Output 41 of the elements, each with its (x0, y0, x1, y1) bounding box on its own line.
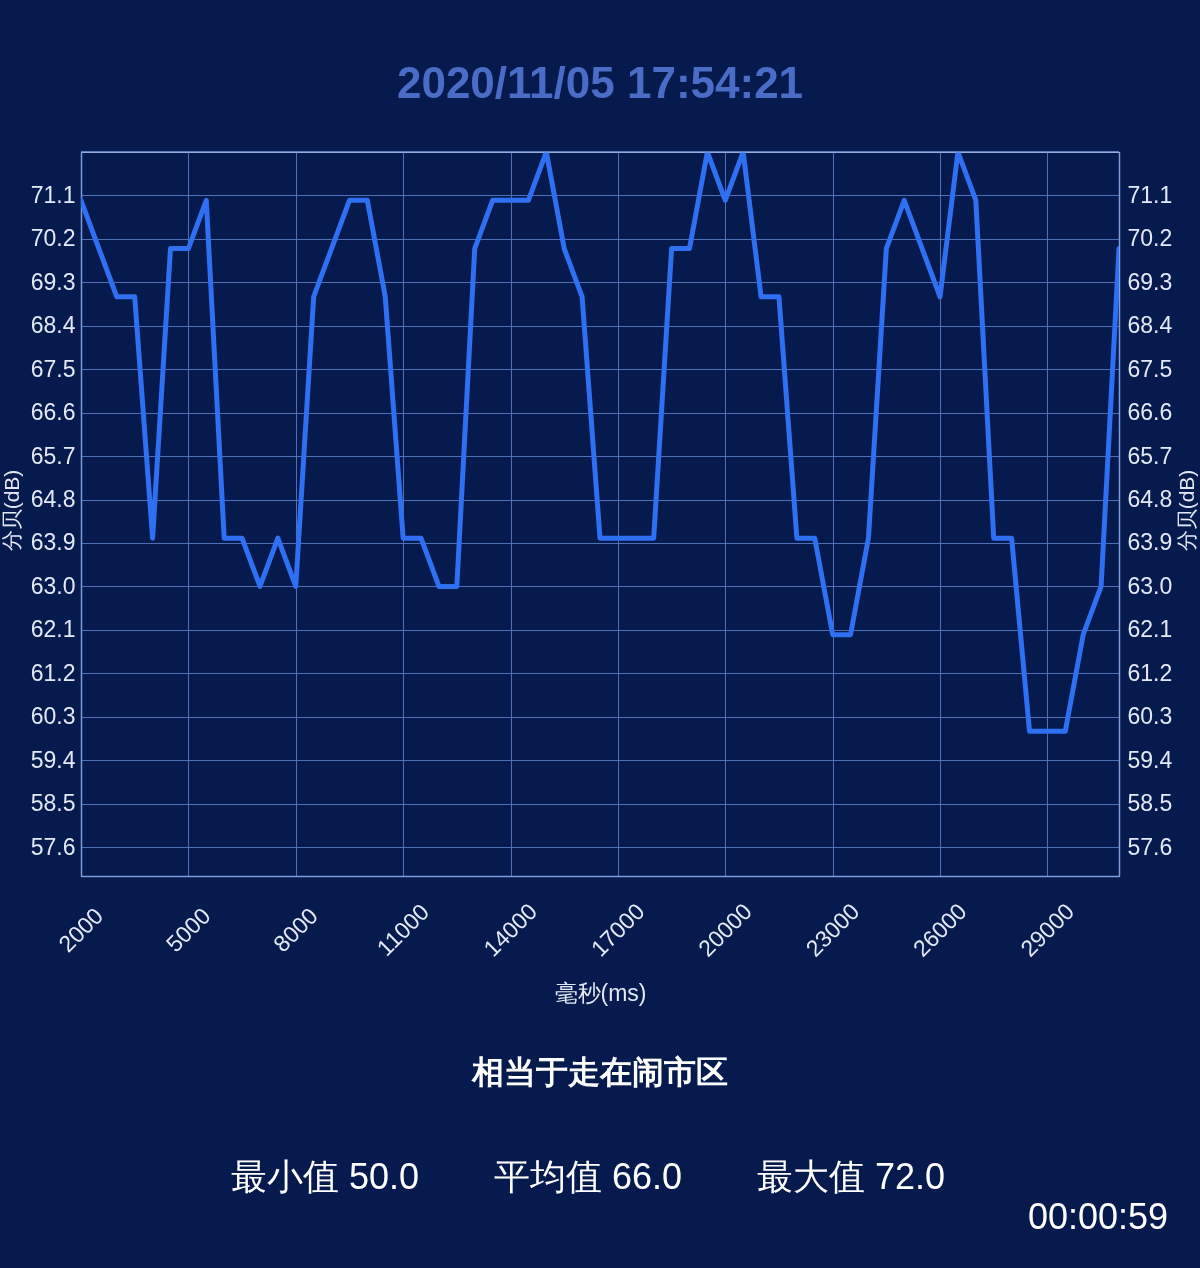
y2-tick-label: 70.2 (1127, 225, 1173, 252)
y-tick-label: 68.4 (30, 312, 76, 339)
y-tick-label: 67.5 (30, 355, 76, 382)
y2-tick-label: 63.9 (1127, 529, 1173, 556)
text: 相当于走在闹市区 (471, 1054, 728, 1090)
y2-tick-label: 57.6 (1127, 833, 1173, 860)
y-tick-label: 59.4 (30, 746, 76, 773)
chart-title: 2020/11/05 17:54:21 (396, 58, 804, 108)
y2-tick-label: 62.1 (1127, 616, 1173, 643)
y2-tick-label: 61.2 (1127, 659, 1173, 686)
y-tick-label: 64.8 (30, 486, 76, 513)
y2-tick-label: 59.4 (1127, 746, 1173, 773)
y2-axis-title: 分贝(dB) (1174, 469, 1198, 552)
y2-tick-label: 66.6 (1127, 399, 1173, 426)
y2-tick-label: 65.7 (1127, 442, 1173, 469)
y-tick-label: 71.1 (30, 181, 76, 208)
text: 最小值 50.0 (230, 1156, 420, 1197)
text: 00:00:59 (1027, 1196, 1169, 1237)
y-tick-label: 63.0 (30, 572, 76, 599)
y-tick-label: 58.5 (30, 790, 76, 817)
y-tick-label: 60.3 (30, 703, 76, 730)
y2-tick-label: 71.1 (1127, 181, 1173, 208)
y-tick-label: 69.3 (30, 268, 76, 295)
y-tick-label: 61.2 (30, 659, 76, 686)
text: 平均值 66.0 (493, 1156, 683, 1197)
y-axis-title: 分贝(dB) (0, 469, 23, 552)
y-tick-label: 66.6 (30, 399, 76, 426)
x-axis-title: 毫秒(ms) (554, 979, 647, 1006)
y2-tick-label: 58.5 (1127, 790, 1173, 817)
y2-tick-label: 68.4 (1127, 312, 1173, 339)
y-tick-label: 57.6 (30, 833, 76, 860)
y-tick-label: 62.1 (30, 616, 76, 643)
y-tick-label: 70.2 (30, 225, 76, 252)
text: 最大值 72.0 (756, 1156, 946, 1197)
y2-tick-label: 64.8 (1127, 486, 1173, 513)
y2-tick-label: 67.5 (1127, 355, 1173, 382)
y-tick-label: 63.9 (30, 529, 76, 556)
y-tick-label: 65.7 (30, 442, 76, 469)
y2-tick-label: 63.0 (1127, 572, 1173, 599)
y2-tick-label: 60.3 (1127, 703, 1173, 730)
y2-tick-label: 69.3 (1127, 268, 1173, 295)
